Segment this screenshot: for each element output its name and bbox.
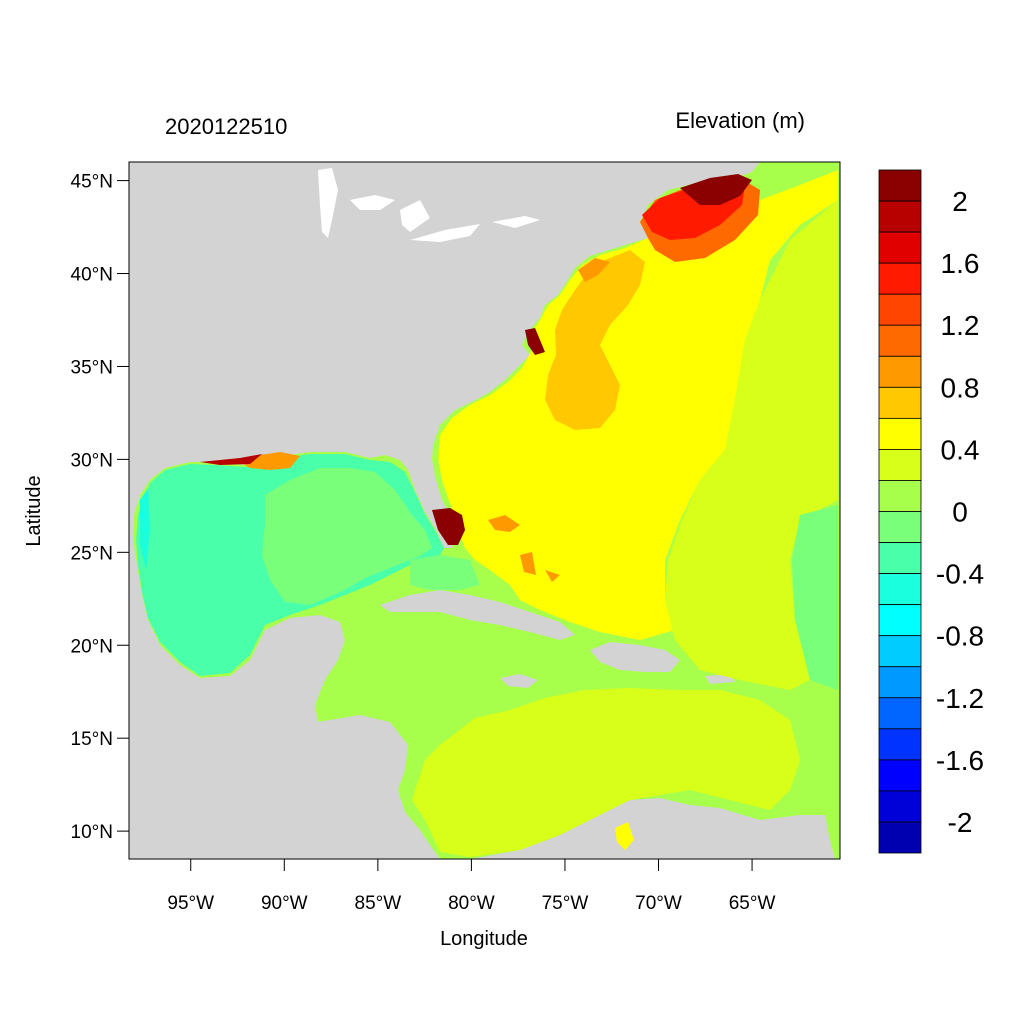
map-frame <box>128 161 841 860</box>
lat-tick-label: 30°N <box>71 450 113 471</box>
colorbar-swatch <box>878 324 922 357</box>
colorbar-swatch <box>878 480 922 512</box>
atlantic-high-field <box>438 170 838 640</box>
lon-tick-label: 65°W <box>729 893 776 914</box>
lat-tick-label: 15°N <box>71 729 113 750</box>
colorbar-swatch <box>878 262 922 295</box>
gulf-central-plume <box>262 468 432 605</box>
colorbar-swatch <box>878 790 922 823</box>
caribbean-yellow-green <box>412 688 800 857</box>
outer-banks-surge <box>525 328 545 355</box>
colorbar-swatch <box>878 697 922 730</box>
lon-tick-label: 95°W <box>167 893 214 914</box>
colorbar-label: 0.8 <box>941 372 980 403</box>
colorbar-label: -0.8 <box>936 621 984 652</box>
lat-tick-label: 35°N <box>71 357 113 378</box>
longitude-axis: 95°W 90°W 85°W 80°W 75°W 70°W 65°W <box>167 859 775 914</box>
colorbar-label: 0.4 <box>941 434 980 465</box>
atlantic-offshore-band <box>665 200 838 690</box>
colorbar-swatch <box>878 355 922 388</box>
gulf-stream-orange <box>545 250 645 430</box>
coastal-orange-strip <box>578 258 610 282</box>
colorbar-swatch <box>878 604 922 637</box>
colorbar <box>878 169 922 854</box>
colorbar-swatch <box>878 635 922 668</box>
lon-tick-label: 85°W <box>355 893 402 914</box>
y-axis-label: Latitude <box>23 475 45 546</box>
colorbar-labels: 2 1.6 1.2 0.8 0.4 0 -0.4 -0.8 -1.2 -1.6 -2 <box>936 186 984 838</box>
atlantic-east-green <box>792 505 838 690</box>
map-panel <box>129 162 840 859</box>
colorbar-label: -1.2 <box>936 683 984 714</box>
colorbar-swatch <box>878 386 922 419</box>
colorbar-label: -2 <box>948 807 973 838</box>
colorbar-swatch <box>878 542 922 574</box>
land-south-america <box>470 798 835 859</box>
colorbar-swatch <box>878 728 922 761</box>
colorbar-swatch <box>878 511 922 543</box>
colorbar-swatch <box>878 666 922 699</box>
lat-tick-label: 40°N <box>71 265 113 286</box>
variable-title: Elevation (m) <box>675 108 805 133</box>
lon-tick-label: 90°W <box>261 893 308 914</box>
land-jamaica <box>500 674 538 688</box>
colorbar-label: 0 <box>952 497 968 528</box>
colorbar-swatch <box>878 169 922 202</box>
colorbar-swatch <box>878 417 922 450</box>
lon-tick-label: 75°W <box>542 893 589 914</box>
lat-tick-label: 20°N <box>71 636 113 657</box>
lat-tick-label: 10°N <box>71 822 113 843</box>
gulf-west-coast <box>140 488 150 570</box>
great-lakes <box>318 168 540 242</box>
colorbar-swatch <box>878 231 922 264</box>
lat-tick-label: 45°N <box>71 172 113 193</box>
colorbar-label: 1.2 <box>941 310 980 341</box>
lon-tick-label: 70°W <box>635 893 682 914</box>
colorbar-swatch <box>878 200 922 233</box>
gulf-coast-surge-fringe <box>240 452 300 470</box>
colorbar-swatch <box>878 573 922 606</box>
gulf-of-maine-darkred <box>680 174 752 205</box>
colorbar-label: -1.6 <box>936 745 984 776</box>
land-cuba <box>380 590 575 640</box>
x-axis-label: Longitude <box>440 928 528 950</box>
colorbar-swatch <box>878 821 922 854</box>
colorbar-swatch <box>878 759 922 792</box>
maracaibo-yellow <box>615 822 634 850</box>
louisiana-dark-fringe <box>200 454 262 465</box>
colorbar-label: 2 <box>952 186 968 217</box>
colorbar-swatch <box>878 293 922 326</box>
bahamas-patches <box>488 515 560 582</box>
latitude-axis: 45°N 40°N 35°N 30°N 25°N 20°N 15°N 10°N <box>71 172 129 843</box>
lat-tick-label: 25°N <box>71 543 113 564</box>
land-hispaniola <box>590 642 680 672</box>
colorbar-swatch <box>878 449 922 481</box>
colorbar-label: -0.4 <box>936 559 984 590</box>
yucatan-channel-green <box>410 555 480 590</box>
florida-tip-surge <box>432 508 465 545</box>
lon-tick-label: 80°W <box>448 893 495 914</box>
colorbar-label: 1.6 <box>941 248 980 279</box>
run-time-title: 2020122510 <box>165 114 287 139</box>
